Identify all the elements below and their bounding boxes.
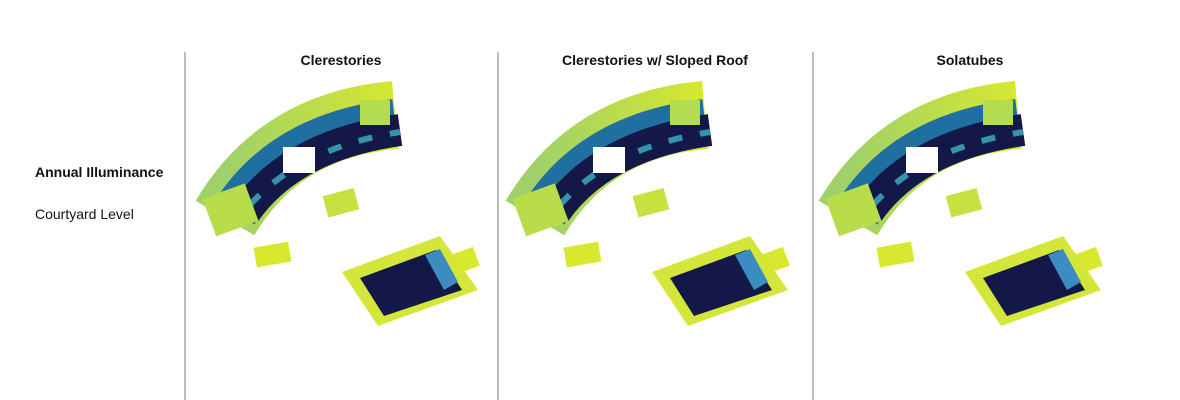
illuminance-map xyxy=(825,100,1102,326)
column-title: Solatubes xyxy=(937,52,1004,68)
column-title: Clerestories xyxy=(301,52,382,68)
illuminance-map xyxy=(202,100,479,326)
row-title: Annual Illuminance xyxy=(35,164,164,180)
illuminance-map xyxy=(512,100,789,326)
column-title: Clerestories w/ Sloped Roof xyxy=(562,52,748,68)
row-subtitle: Courtyard Level xyxy=(35,206,134,222)
